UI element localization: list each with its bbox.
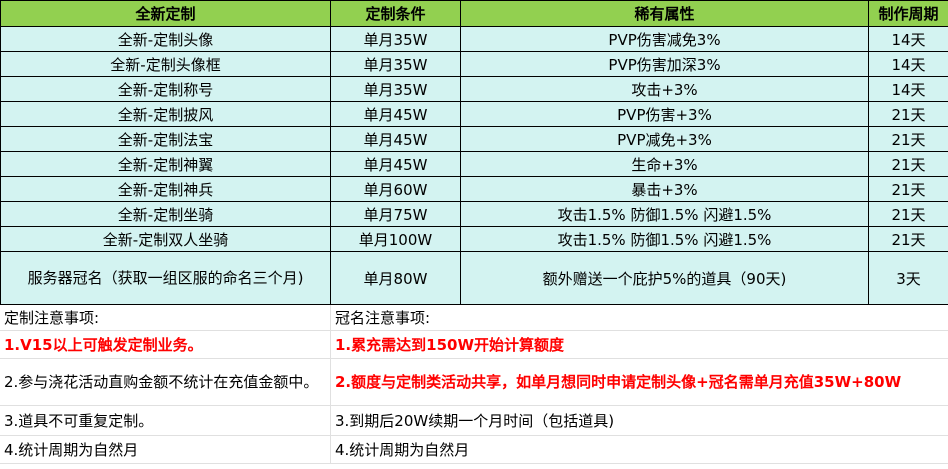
right-note: 1.累充需达到150W开始计算额度 <box>335 335 564 354</box>
item-name-cell: 全新-定制法宝 <box>0 126 331 152</box>
right-note: 4.统计周期为自然月 <box>335 440 470 459</box>
item-name-cell: 全新-定制神兵 <box>0 176 331 202</box>
note-row: 3.道具不可重复定制。 3.到期后20W续期一个月时间（包括道具) <box>0 406 948 436</box>
note-row: 4.统计周期为自然月 4.统计周期为自然月 <box>0 436 948 464</box>
right-note: 3.到期后20W续期一个月时间（包括道具) <box>335 411 615 430</box>
period-cell: 21天 <box>868 176 948 202</box>
table-row: 全新-定制头像 单月35W PVP伤害减免3% 14天 <box>0 26 948 52</box>
condition-cell: 单月75W <box>330 201 461 227</box>
attribute-cell: PVP伤害加深3% <box>460 51 869 77</box>
item-name-cell: 全新-定制坐骑 <box>0 201 331 227</box>
period-cell: 3天 <box>868 251 948 305</box>
note-row: 1.V15以上可触发定制业务。 1.累充需达到150W开始计算额度 <box>0 331 948 359</box>
item-name-cell: 全新-定制头像框 <box>0 51 331 77</box>
period-cell: 14天 <box>868 26 948 52</box>
table-row: 全新-定制神翼 单月45W 生命+3% 21天 <box>0 151 948 177</box>
attribute-cell: 攻击1.5% 防御1.5% 闪避1.5% <box>460 201 869 227</box>
attribute-cell: PVP减免+3% <box>460 126 869 152</box>
attribute-cell: 生命+3% <box>460 151 869 177</box>
condition-cell: 单月45W <box>330 101 461 127</box>
notes: 定制注意事项: 冠名注意事项: 1.V15以上可触发定制业务。 1.累充需达到150W… <box>0 305 948 464</box>
header-condition: 定制条件 <box>330 0 461 27</box>
condition-cell: 单月35W <box>330 26 461 52</box>
condition-cell: 单月100W <box>330 226 461 252</box>
left-note: 1.V15以上可触发定制业务。 <box>0 331 331 358</box>
header-custom: 全新定制 <box>0 0 331 27</box>
table-row: 全新-定制法宝 单月45W PVP减免+3% 21天 <box>0 126 948 152</box>
period-cell: 21天 <box>868 151 948 177</box>
left-note: 定制注意事项: <box>0 305 331 330</box>
customization-table: 全新定制 定制条件 稀有属性 制作周期 全新-定制头像 单月35W PVP伤害减免3… <box>0 0 948 305</box>
note-row: 2.参与浇花活动直购金额不统计在充值金额中。 2.额度与定制类活动共享，如单月想同… <box>0 359 948 406</box>
table-row: 服务器冠名（获取一组区服的命名三个月) 单月80W 额外赠送一个庇护5%的道具（90… <box>0 251 948 305</box>
left-note: 2.参与浇花活动直购金额不统计在充值金额中。 <box>0 359 331 405</box>
table-row: 全新-定制双人坐骑 单月100W 攻击1.5% 防御1.5% 闪避1.5% 21天 <box>0 226 948 252</box>
table-row: 全新-定制头像框 单月35W PVP伤害加深3% 14天 <box>0 51 948 77</box>
attribute-cell: 攻击+3% <box>460 76 869 102</box>
table-row: 全新-定制称号 单月35W 攻击+3% 14天 <box>0 76 948 102</box>
item-name-cell: 服务器冠名（获取一组区服的命名三个月) <box>0 251 331 305</box>
attribute-cell: 攻击1.5% 防御1.5% 闪避1.5% <box>460 226 869 252</box>
note-row: 定制注意事项: 冠名注意事项: <box>0 305 948 331</box>
table-row: 全新-定制披风 单月45W PVP伤害+3% 21天 <box>0 101 948 127</box>
period-cell: 14天 <box>868 51 948 77</box>
period-cell: 21天 <box>868 126 948 152</box>
period-cell: 21天 <box>868 201 948 227</box>
condition-cell: 单月60W <box>330 176 461 202</box>
item-name-cell: 全新-定制称号 <box>0 76 331 102</box>
attribute-cell: PVP伤害+3% <box>460 101 869 127</box>
item-name-cell: 全新-定制头像 <box>0 26 331 52</box>
table-row: 全新-定制坐骑 单月75W 攻击1.5% 防御1.5% 闪避1.5% 21天 <box>0 201 948 227</box>
condition-cell: 单月35W <box>330 51 461 77</box>
condition-cell: 单月45W <box>330 126 461 152</box>
period-cell: 14天 <box>868 76 948 102</box>
right-note: 2.额度与定制类活动共享，如单月想同时申请定制头像+冠名需单月充值35W+80W <box>335 373 902 391</box>
left-note: 3.道具不可重复定制。 <box>0 406 331 435</box>
attribute-cell: 额外赠送一个庇护5%的道具（90天) <box>460 251 869 305</box>
table-row: 全新-定制神兵 单月60W 暴击+3% 21天 <box>0 176 948 202</box>
left-note: 4.统计周期为自然月 <box>0 436 331 463</box>
header-row: 全新定制 定制条件 稀有属性 制作周期 <box>0 0 948 27</box>
condition-cell: 单月80W <box>330 251 461 305</box>
attribute-cell: PVP伤害减免3% <box>460 26 869 52</box>
right-note: 冠名注意事项: <box>335 308 431 327</box>
period-cell: 21天 <box>868 101 948 127</box>
item-name-cell: 全新-定制双人坐骑 <box>0 226 331 252</box>
item-name-cell: 全新-定制披风 <box>0 101 331 127</box>
attribute-cell: 暴击+3% <box>460 176 869 202</box>
header-period: 制作周期 <box>868 0 948 27</box>
item-name-cell: 全新-定制神翼 <box>0 151 331 177</box>
condition-cell: 单月35W <box>330 76 461 102</box>
period-cell: 21天 <box>868 226 948 252</box>
condition-cell: 单月45W <box>330 151 461 177</box>
header-attribute: 稀有属性 <box>460 0 869 27</box>
